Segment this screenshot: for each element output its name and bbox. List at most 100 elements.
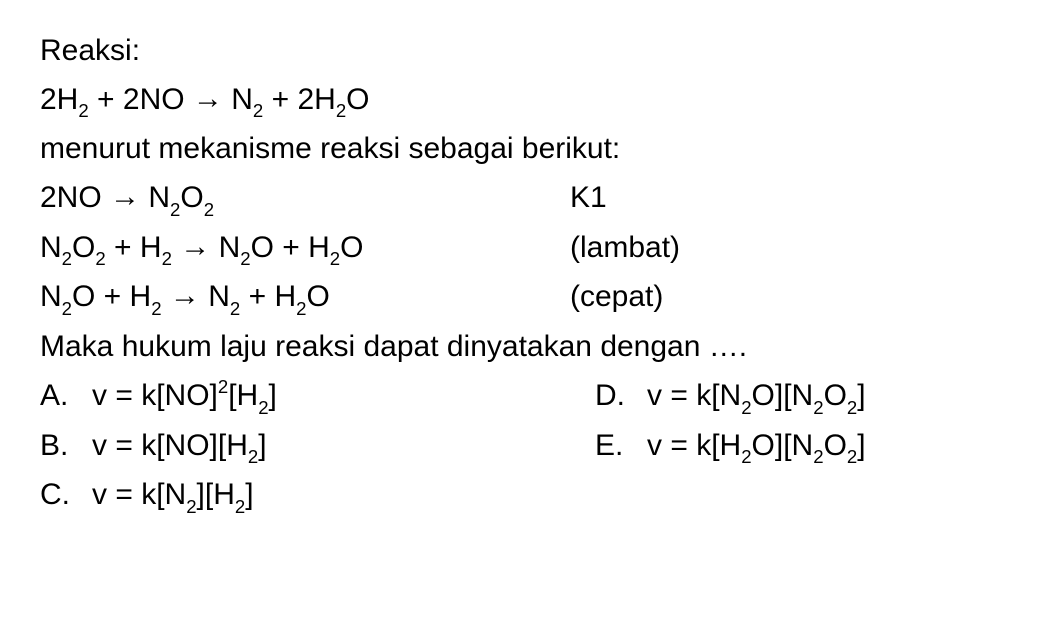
eq-part: + 2H [263, 83, 336, 116]
eq-part: O + H [251, 231, 330, 264]
option-c: C. v = k[N2][H2] [40, 472, 595, 520]
eq-part: ] [258, 429, 266, 462]
question-line: Maka hukum laju reaksi dapat dinyatakan … [40, 324, 1002, 371]
arrow-icon: → [110, 174, 140, 221]
eq-sub: 2 [330, 248, 340, 269]
option-letter: A. [40, 373, 92, 420]
problem-content: Reaksi: 2H2 + 2NO → N2 + 2H2O menurut me… [40, 28, 1002, 520]
option-a: A. v = k[NO]2[H2] [40, 373, 595, 421]
eq-sub: 2 [235, 496, 245, 517]
header-text: Reaksi: [40, 34, 140, 67]
eq-part: O][N [752, 379, 814, 412]
option-letter: D. [595, 373, 647, 420]
option-e: E. v = k[H2O][N2O2] [595, 423, 866, 471]
eq-part: + 2NO [89, 83, 193, 116]
eq-sub: 2 [162, 248, 172, 269]
eq-sub: 2 [62, 298, 72, 319]
eq-part: v = k[H [647, 429, 741, 462]
eq-sub: 2 [847, 446, 857, 467]
eq-part: O [346, 83, 369, 116]
option-formula: v = k[NO][H2] [92, 423, 267, 471]
eq-part: O [306, 280, 329, 313]
eq-part: O [180, 181, 203, 214]
eq-part: N [223, 83, 253, 116]
option-formula: v = k[N2][H2] [92, 472, 254, 520]
eq-part: v = k[N [92, 478, 186, 511]
eq-part: O [72, 231, 95, 264]
eq-part: O + H [72, 280, 151, 313]
eq-sub: 2 [336, 100, 346, 121]
option-letter: E. [595, 423, 647, 470]
option-letter: B. [40, 423, 92, 470]
eq-part: ] [857, 429, 865, 462]
eq-part: ] [857, 379, 865, 412]
mechanism-step-2: N2O2 + H2 → N2O + H2O (lambat) [40, 225, 1002, 273]
eq-part: 2H [40, 83, 78, 116]
main-equation: 2H2 + 2NO → N2 + 2H2O [40, 77, 1002, 125]
eq-sub: 2 [170, 199, 180, 220]
eq-part: + H [240, 280, 296, 313]
eq-part: ] [245, 478, 253, 511]
mech3-equation: N2O + H2 → N2 + H2O [40, 274, 570, 322]
option-d: D. v = k[N2O][N2O2] [595, 373, 866, 421]
mech2-label: (lambat) [570, 225, 680, 272]
eq-sub: 2 [78, 100, 88, 121]
arrow-icon: → [170, 273, 200, 320]
eq-part: O [340, 231, 363, 264]
arrow-icon: → [193, 76, 223, 123]
eq-sub: 2 [204, 199, 214, 220]
eq-part: O [824, 379, 847, 412]
eq-part: N [40, 280, 62, 313]
eq-part [162, 280, 170, 313]
eq-sub: 2 [95, 248, 105, 269]
option-formula: v = k[H2O][N2O2] [647, 423, 866, 471]
eq-sub: 2 [813, 446, 823, 467]
eq-part: O][N [752, 429, 814, 462]
options-row-1: A. v = k[NO]2[H2] D. v = k[N2O][N2O2] [40, 373, 1002, 421]
mechanism-intro: menurut mekanisme reaksi sebagai berikut… [40, 126, 1002, 173]
mech3-label: (cepat) [570, 274, 663, 321]
mechanism-step-1: 2NO → N2O2 K1 [40, 175, 1002, 223]
eq-sub: 2 [186, 496, 196, 517]
mech2-equation: N2O2 + H2 → N2O + H2O [40, 225, 570, 273]
eq-sub: 2 [151, 298, 161, 319]
eq-part: N [40, 231, 62, 264]
mech1-label: K1 [570, 175, 607, 222]
eq-part: 2NO [40, 181, 110, 214]
eq-sub: 2 [230, 298, 240, 319]
eq-part: O [824, 429, 847, 462]
eq-part: [H [228, 379, 258, 412]
option-formula: v = k[N2O][N2O2] [647, 373, 866, 421]
eq-part: ][H [197, 478, 235, 511]
eq-part: N [200, 280, 230, 313]
eq-sub: 2 [253, 100, 263, 121]
mech1-equation: 2NO → N2O2 [40, 175, 570, 223]
eq-sub: 2 [741, 397, 751, 418]
eq-part: v = k[NO][H [92, 429, 248, 462]
eq-sub: 2 [813, 397, 823, 418]
eq-part: ] [269, 379, 277, 412]
eq-sub: 2 [62, 248, 72, 269]
eq-sub: 2 [258, 397, 268, 418]
options-row-2: B. v = k[NO][H2] E. v = k[H2O][N2O2] [40, 423, 1002, 471]
option-formula: v = k[NO]2[H2] [92, 373, 277, 421]
eq-part: N [140, 181, 170, 214]
arrow-icon: → [180, 224, 210, 271]
option-b: B. v = k[NO][H2] [40, 423, 595, 471]
eq-sub: 2 [240, 248, 250, 269]
question-text: Maka hukum laju reaksi dapat dinyatakan … [40, 330, 747, 363]
eq-part [172, 231, 180, 264]
eq-sub: 2 [296, 298, 306, 319]
eq-sup: 2 [218, 376, 228, 397]
mechanism-step-3: N2O + H2 → N2 + H2O (cepat) [40, 274, 1002, 322]
eq-part: v = k[NO] [92, 379, 218, 412]
options-row-3: C. v = k[N2][H2] [40, 472, 1002, 520]
eq-part: v = k[N [647, 379, 741, 412]
option-letter: C. [40, 472, 92, 519]
eq-sub: 2 [248, 446, 258, 467]
eq-part: + H [106, 231, 162, 264]
eq-sub: 2 [847, 397, 857, 418]
header-line: Reaksi: [40, 28, 1002, 75]
eq-part: N [210, 231, 240, 264]
intro-text: menurut mekanisme reaksi sebagai berikut… [40, 132, 620, 165]
